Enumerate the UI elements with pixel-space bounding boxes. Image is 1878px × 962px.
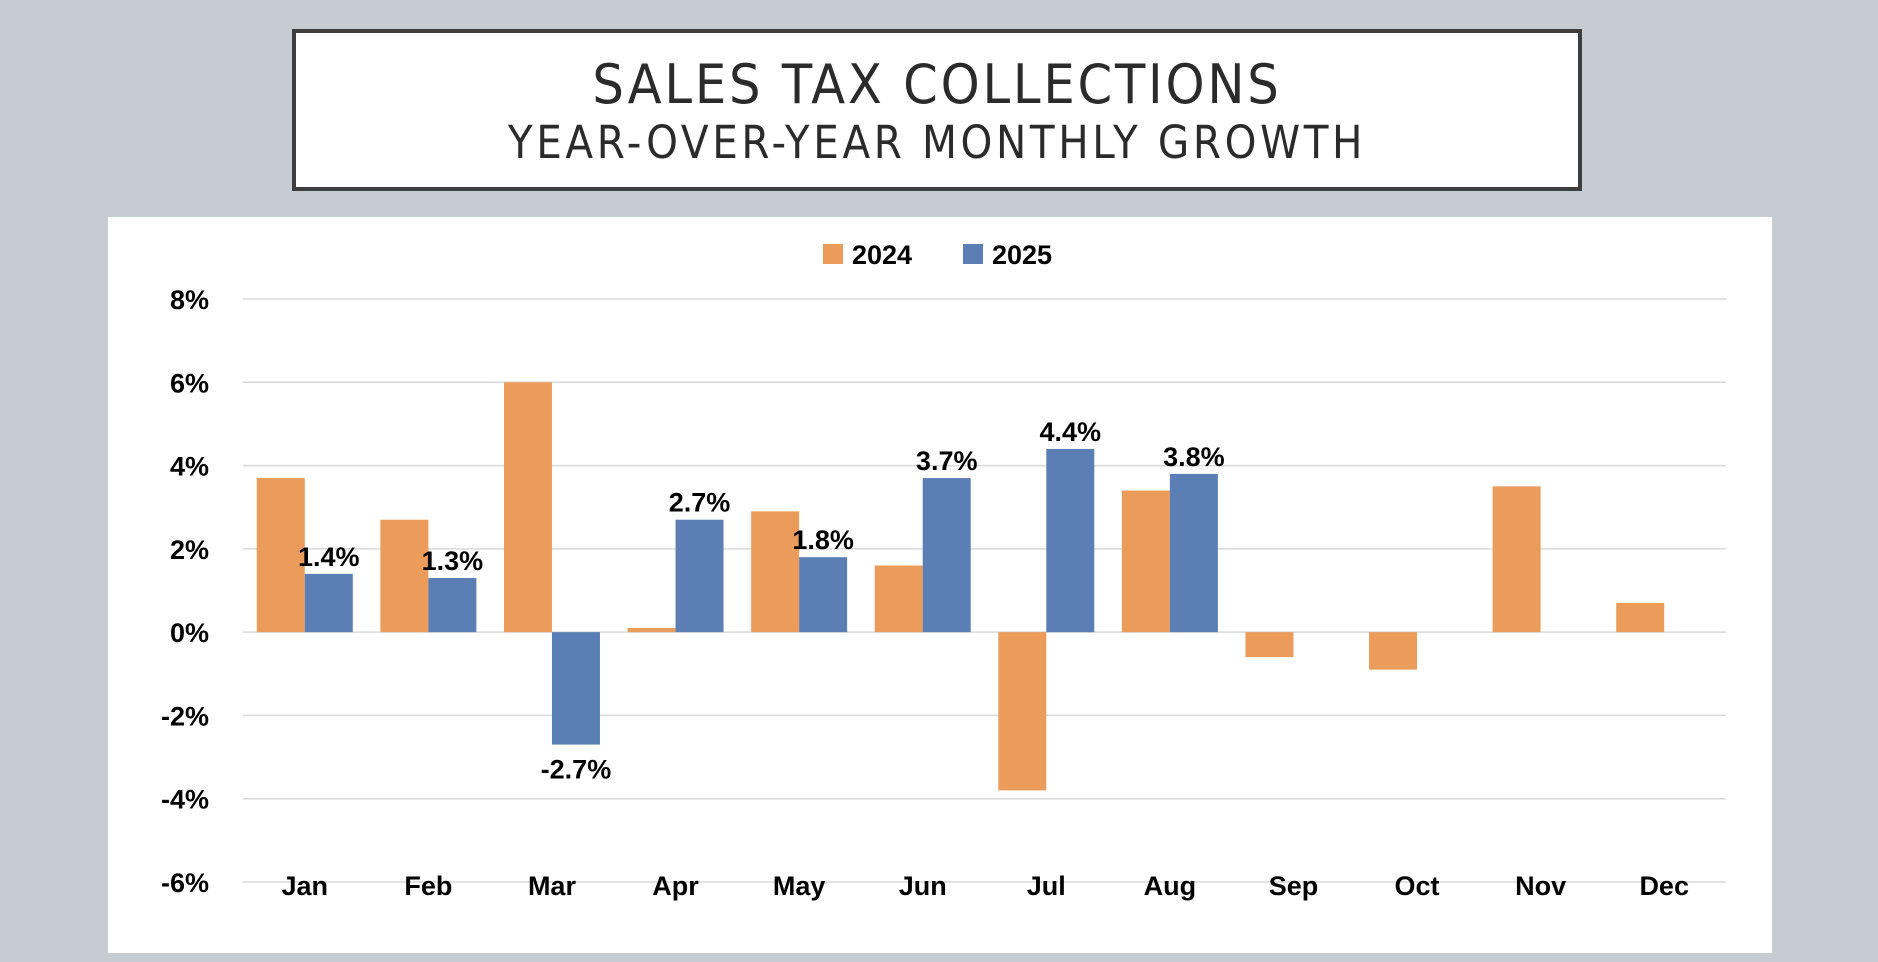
bar-2024-oct <box>1369 632 1418 670</box>
title-box: SALES TAX COLLECTIONS YEAR-OVER-YEAR MON… <box>292 29 1582 191</box>
x-tick-label-feb: Feb <box>404 871 452 901</box>
y-axis-ticks: 8% 6% 4% 2% 0% -2% -4% -6% <box>161 285 209 898</box>
x-tick-label-jan: Jan <box>282 871 329 901</box>
legend-swatch-2024 <box>823 244 843 264</box>
bar-2024-aug <box>1121 490 1170 633</box>
data-label-jul: 4.4% <box>1040 417 1102 447</box>
data-label-may: 1.8% <box>792 525 854 555</box>
data-label-aug: 3.8% <box>1163 442 1225 472</box>
bar-2025-jul <box>1046 448 1095 633</box>
bar-2025-jun <box>922 478 971 633</box>
x-tick-label-oct: Oct <box>1395 871 1440 901</box>
bar-chart: 8% 6% 4% 2% 0% -2% -4% -6% 1.4% 1.3% -2.7% 2.7% 1.8… <box>161 240 1726 901</box>
data-label-mar: -2.7% <box>541 755 612 785</box>
chart-title: SALES TAX COLLECTIONS <box>592 53 1282 116</box>
y-tick-label: 4% <box>170 452 209 482</box>
bar-2024-jul <box>998 632 1047 791</box>
y-tick-label: 8% <box>170 285 209 315</box>
y-tick-label: 6% <box>170 368 209 398</box>
legend-label-2025: 2025 <box>992 240 1052 270</box>
y-tick-label: -4% <box>161 785 209 815</box>
y-tick-label: -6% <box>161 868 209 898</box>
bar-2024-jun <box>874 565 923 633</box>
bar-2024-sep <box>1245 632 1294 658</box>
data-labels: 1.4% 1.3% -2.7% 2.7% 1.8% 3.7% 4.4% 3.8% <box>298 417 1225 785</box>
bar-2025-jan <box>304 573 353 633</box>
data-label-apr: 2.7% <box>669 488 731 518</box>
bar-2025-feb <box>428 578 477 633</box>
bar-2024-dec <box>1616 602 1665 633</box>
bar-2025-aug <box>1169 473 1218 633</box>
bar-2024-feb <box>380 519 429 633</box>
x-tick-label-sep: Sep <box>1269 871 1319 901</box>
chart-panel: 8% 6% 4% 2% 0% -2% -4% -6% 1.4% 1.3% -2.7% 2.7% 1.8… <box>108 217 1772 953</box>
bar-2024-may <box>751 511 800 633</box>
x-tick-label-dec: Dec <box>1639 871 1689 901</box>
x-tick-label-apr: Apr <box>652 871 699 901</box>
chart-subtitle: YEAR-OVER-YEAR MONTHLY GROWTH <box>507 116 1367 169</box>
legend-swatch-2025 <box>963 244 983 264</box>
bar-2024-nov <box>1492 486 1541 633</box>
bars <box>256 382 1665 791</box>
y-tick-label: 2% <box>170 535 209 565</box>
bar-2025-mar <box>551 632 600 745</box>
bar-2024-apr <box>627 627 676 633</box>
x-axis-ticks: Jan Feb Mar Apr May Jun Jul Aug Sep Oct Nov Dec <box>282 871 1689 901</box>
bar-2024-jan <box>256 478 305 633</box>
bar-2024-mar <box>503 382 552 633</box>
bar-2025-may <box>799 557 848 633</box>
x-tick-label-aug: Aug <box>1144 871 1196 901</box>
data-label-jun: 3.7% <box>916 446 978 476</box>
x-tick-label-jul: Jul <box>1027 871 1066 901</box>
data-label-feb: 1.3% <box>422 546 484 576</box>
gridlines <box>243 298 1726 883</box>
x-tick-label-jun: Jun <box>899 871 947 901</box>
y-tick-label: -2% <box>161 701 209 731</box>
data-label-jan: 1.4% <box>298 542 360 572</box>
legend: 2024 2025 <box>823 240 1052 270</box>
bar-2025-apr <box>675 519 724 633</box>
y-tick-label: 0% <box>170 618 209 648</box>
x-tick-label-mar: Mar <box>528 871 577 901</box>
x-tick-label-nov: Nov <box>1515 871 1566 901</box>
legend-label-2024: 2024 <box>852 240 912 270</box>
x-tick-label-may: May <box>773 871 826 901</box>
